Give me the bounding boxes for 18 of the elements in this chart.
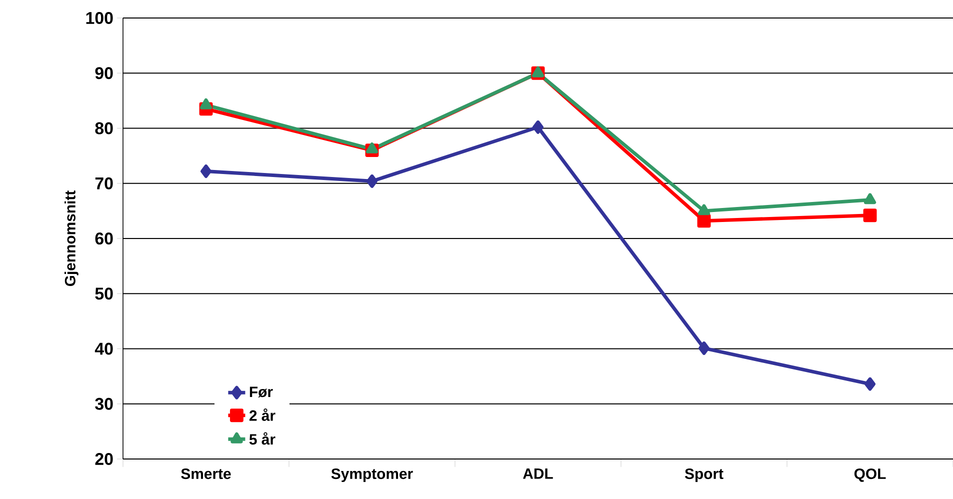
y-tick-label: 80 xyxy=(95,122,113,134)
y-tick-label: 70 xyxy=(95,177,113,190)
x-tick-label: Smerte xyxy=(181,468,231,480)
legend-label: 2 år xyxy=(249,408,276,421)
y-tick-label: 20 xyxy=(95,453,113,465)
x-tick-label: ADL xyxy=(523,468,553,479)
y-tick-label: 90 xyxy=(95,67,113,80)
legend-label: 5 år xyxy=(249,432,276,445)
y-tick-label: 30 xyxy=(95,398,113,410)
y-tick-label: 40 xyxy=(94,342,113,355)
y-tick-label: 50 xyxy=(95,288,113,300)
y-tick-label: 60 xyxy=(95,232,113,244)
x-tick-label: Sport xyxy=(684,468,724,482)
x-tick-label: Symptomer xyxy=(331,468,413,482)
y-axis-title: Gjennomsnitt xyxy=(64,190,78,286)
x-tick-label: QOL xyxy=(854,468,886,482)
y-tick-label: 100 xyxy=(86,12,113,24)
legend-label: Før xyxy=(250,386,273,398)
